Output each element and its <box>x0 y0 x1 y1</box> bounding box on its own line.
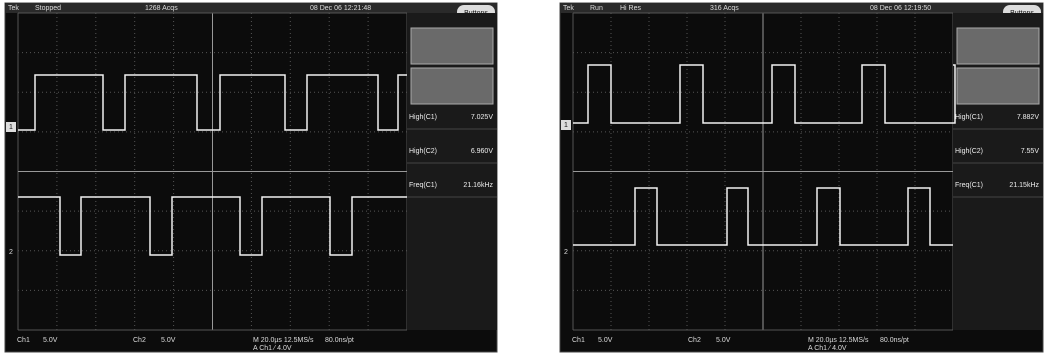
status-bar <box>5 3 497 13</box>
measurement-label: Freq(C1) <box>955 182 983 189</box>
measurement-label: High(C1) <box>409 114 437 121</box>
footer-text: 5.0V <box>716 337 731 344</box>
footer-text: A Ch1 ⁄ 4.0V <box>253 345 292 352</box>
measurement-value: 7.55V <box>1021 148 1040 155</box>
footer-text: A Ch1 ⁄ 4.0V <box>808 345 847 352</box>
footer-text: Ch1 <box>17 337 30 344</box>
channel-marker: 1 <box>9 124 13 131</box>
measurement-label: High(C1) <box>955 114 983 121</box>
page: {"screens": [ {"status": ["Tek", "Stoppe… <box>0 0 1046 357</box>
status-text: Stopped <box>35 5 61 12</box>
channel-marker: 1 <box>564 122 568 129</box>
footer-text: M 20.0µs 12.5MS/s <box>253 337 314 344</box>
footer-text: 5.0V <box>43 337 58 344</box>
measurement-label: Freq(C1) <box>409 182 437 189</box>
status-text: Hi Res <box>620 5 642 12</box>
channel-marker: 2 <box>564 249 568 256</box>
measurement-label: High(C2) <box>955 148 983 155</box>
scope-screenshots: TekStopped1268 Acqs08 Dec 06 12:21:48But… <box>0 0 1046 357</box>
panel-button[interactable] <box>411 28 493 64</box>
measurement-value: 7.882V <box>1017 114 1040 121</box>
footer-text: 5.0V <box>161 337 176 344</box>
measurement-label: High(C2) <box>409 148 437 155</box>
footer-text: 80.0ns/pt <box>325 337 354 344</box>
channel-marker: 2 <box>9 249 13 256</box>
footer-text: Ch1 <box>572 337 585 344</box>
footer-text: Ch2 <box>688 337 701 344</box>
panel-button[interactable] <box>957 28 1039 64</box>
status-text: Tek <box>8 5 19 12</box>
panel-button[interactable] <box>957 68 1039 104</box>
status-text: 316 Acqs <box>710 5 739 12</box>
measurement-value: 6.960V <box>471 148 494 155</box>
status-text: 08 Dec 06 12:19:50 <box>870 5 931 12</box>
footer-text: 80.0ns/pt <box>880 337 909 344</box>
status-text: 1268 Acqs <box>145 5 178 12</box>
footer-text: Ch2 <box>133 337 146 344</box>
panel-button[interactable] <box>411 68 493 104</box>
measurement-value: 21.16kHz <box>463 182 493 189</box>
measurement-value: 21.15kHz <box>1009 182 1039 189</box>
status-text: Tek <box>563 5 574 12</box>
status-text: 08 Dec 06 12:21:48 <box>310 5 371 12</box>
footer-text: 5.0V <box>598 337 613 344</box>
measurement-value: 7.025V <box>471 114 494 121</box>
footer-text: M 20.0µs 12.5MS/s <box>808 337 869 344</box>
status-text: Run <box>590 5 603 12</box>
